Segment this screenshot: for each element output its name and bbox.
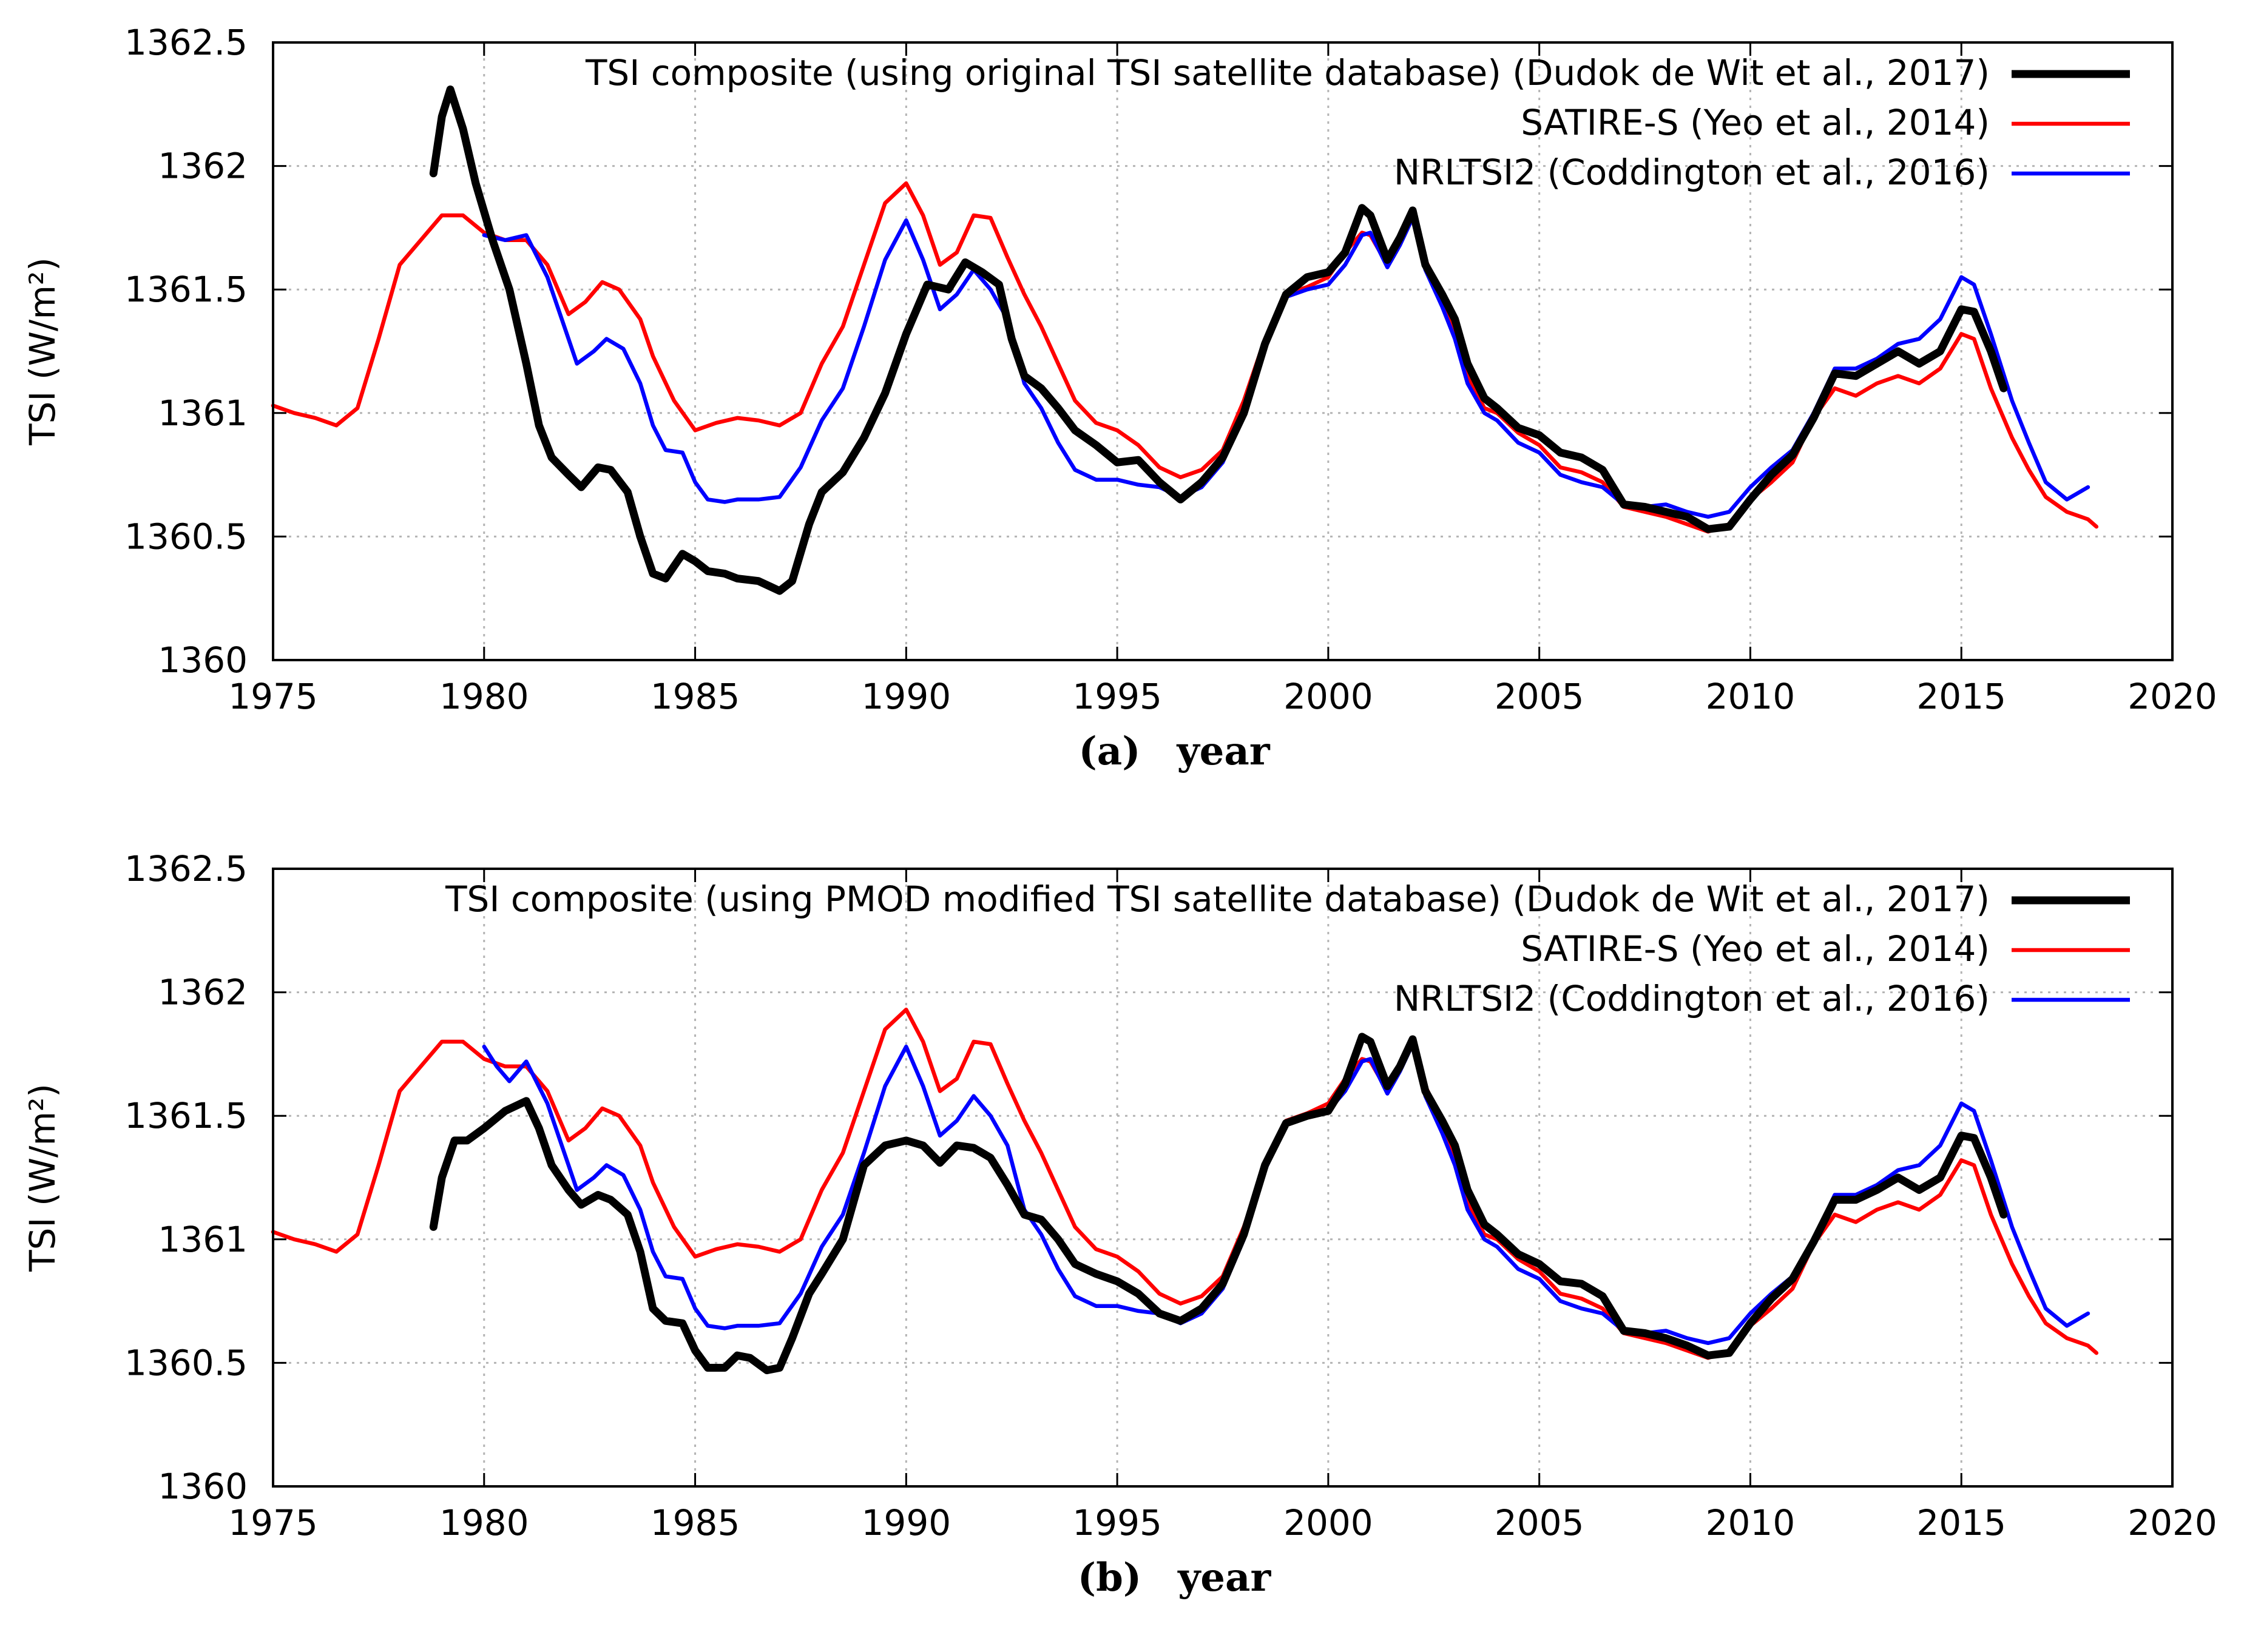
x-tick-label: 2015 (1916, 676, 2006, 717)
series-line-composite (429, 1033, 2008, 1375)
x-tick-label: 2020 (2127, 1502, 2217, 1543)
series-line-composite (429, 85, 2008, 595)
x-tick-label: 2020 (2127, 676, 2217, 717)
plot-frame (272, 41, 2174, 661)
panel-a: 1975 1980 1985 1990 1995 2000 2005 2010 2015 2020… (22, 22, 2217, 774)
panel-b: 1975 1980 1985 1990 1995 2000 2005 2010 2015 2020… (22, 848, 2217, 1600)
x-tick-label: 1980 (439, 676, 529, 717)
x-tick-label: 1985 (651, 676, 740, 717)
y-tick-label: 1360.5 (124, 1342, 248, 1383)
y-tick-label: 1360.5 (124, 516, 248, 557)
y-tick-label: 1362 (158, 146, 248, 187)
panel-label: (a) (1078, 729, 1140, 774)
y-tick-label: 1360 (158, 1466, 248, 1507)
legend-label-composite: TSI composite (using PMOD modified TSI s… (445, 878, 1990, 920)
y-axis-label: TSI (W/m²) (22, 257, 63, 446)
x-tick-label: 1990 (862, 1502, 951, 1543)
x-axis-caption: (a) year (1078, 729, 1270, 774)
y-tick-label: 1360 (158, 639, 248, 681)
x-tick-label: 1980 (439, 1502, 529, 1543)
legend: TSI composite (using original TSI satell… (585, 52, 2130, 193)
legend-label-nrltsi: NRLTSI2 (Coddington et al., 2016) (1394, 152, 1990, 193)
x-tick-label: 2005 (1495, 1502, 1584, 1543)
x-tick-label: 2010 (1706, 676, 1796, 717)
gridlines (273, 869, 2172, 1486)
y-tick-label: 1361.5 (124, 1095, 248, 1136)
x-tick-label: 1990 (862, 676, 951, 717)
y-tick-label: 1362.5 (124, 848, 248, 889)
x-tick-label: 2005 (1495, 676, 1584, 717)
x-tick-label: 2015 (1916, 1502, 2006, 1543)
series-group (271, 1007, 2099, 1375)
x-tick-label: 1985 (651, 1502, 740, 1543)
y-tick-label: 1361 (158, 1219, 248, 1260)
x-axis-label: year (1177, 1555, 1271, 1600)
y-tick-label: 1362 (158, 972, 248, 1013)
series-group (271, 85, 2099, 595)
legend-label-satire: SATIRE-S (Yeo et al., 2014) (1521, 928, 1990, 969)
x-tick-label: 1995 (1072, 676, 1162, 717)
x-axis-caption: (b) year (1078, 1555, 1272, 1600)
legend: TSI composite (using PMOD modified TSI s… (445, 878, 2130, 1019)
gridlines (273, 42, 2172, 660)
series-line-satire (271, 1007, 2099, 1360)
x-tick-label: 2010 (1706, 1502, 1796, 1543)
x-tick-label: 1975 (228, 676, 318, 717)
x-tick-label: 1995 (1072, 1502, 1162, 1543)
panel-label: (b) (1078, 1555, 1141, 1600)
legend-label-satire: SATIRE-S (Yeo et al., 2014) (1521, 102, 1990, 143)
y-tick-label: 1361.5 (124, 269, 248, 310)
plot-frame (272, 868, 2174, 1488)
legend-label-composite: TSI composite (using original TSI satell… (585, 52, 1990, 93)
legend-label-nrltsi: NRLTSI2 (Coddington et al., 2016) (1394, 978, 1990, 1019)
y-tick-label: 1361 (158, 393, 248, 434)
y-axis-label: TSI (W/m²) (22, 1084, 63, 1272)
y-tick-label: 1362.5 (124, 22, 248, 63)
x-tick-label: 2000 (1283, 1502, 1373, 1543)
x-axis-label: year (1176, 729, 1270, 774)
x-tick-label: 2000 (1283, 676, 1373, 717)
x-tick-label: 1975 (228, 1502, 318, 1543)
